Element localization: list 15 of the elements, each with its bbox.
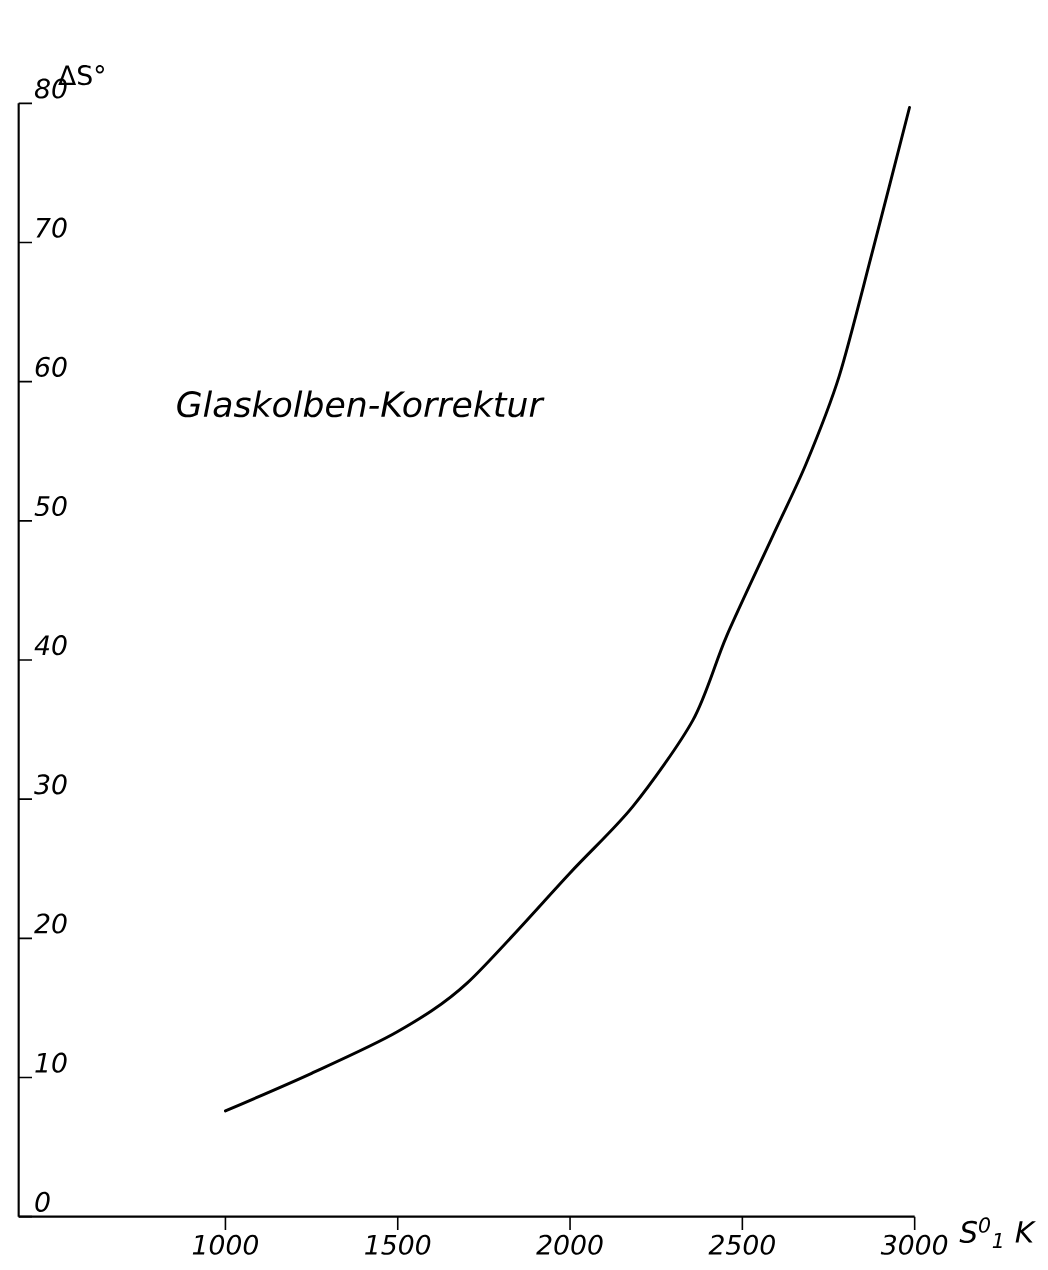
y-tick-label: 60	[35, 356, 67, 377]
y-tick-label: 70	[36, 217, 67, 238]
y-tick-label: 0	[35, 1191, 50, 1212]
x-tick-label: 1000	[192, 1234, 258, 1255]
x-tick-label: 1500	[365, 1234, 431, 1255]
y-tick-label: 50	[34, 495, 67, 517]
x-tick-label: 2500	[708, 1234, 775, 1255]
y-tick-label: 40	[34, 635, 67, 656]
x-tick-label: 3000	[880, 1234, 948, 1255]
y-tick-label: 30	[34, 774, 67, 795]
annotation: Glaskolben-Korrektur	[177, 390, 545, 418]
y-tick-label: 10	[35, 1052, 67, 1073]
y-tick-label: 20	[34, 913, 67, 934]
x-axis-title: S$^{0}$$_{1}$ K	[959, 1217, 1036, 1249]
x-tick-label: 2000	[536, 1234, 603, 1255]
